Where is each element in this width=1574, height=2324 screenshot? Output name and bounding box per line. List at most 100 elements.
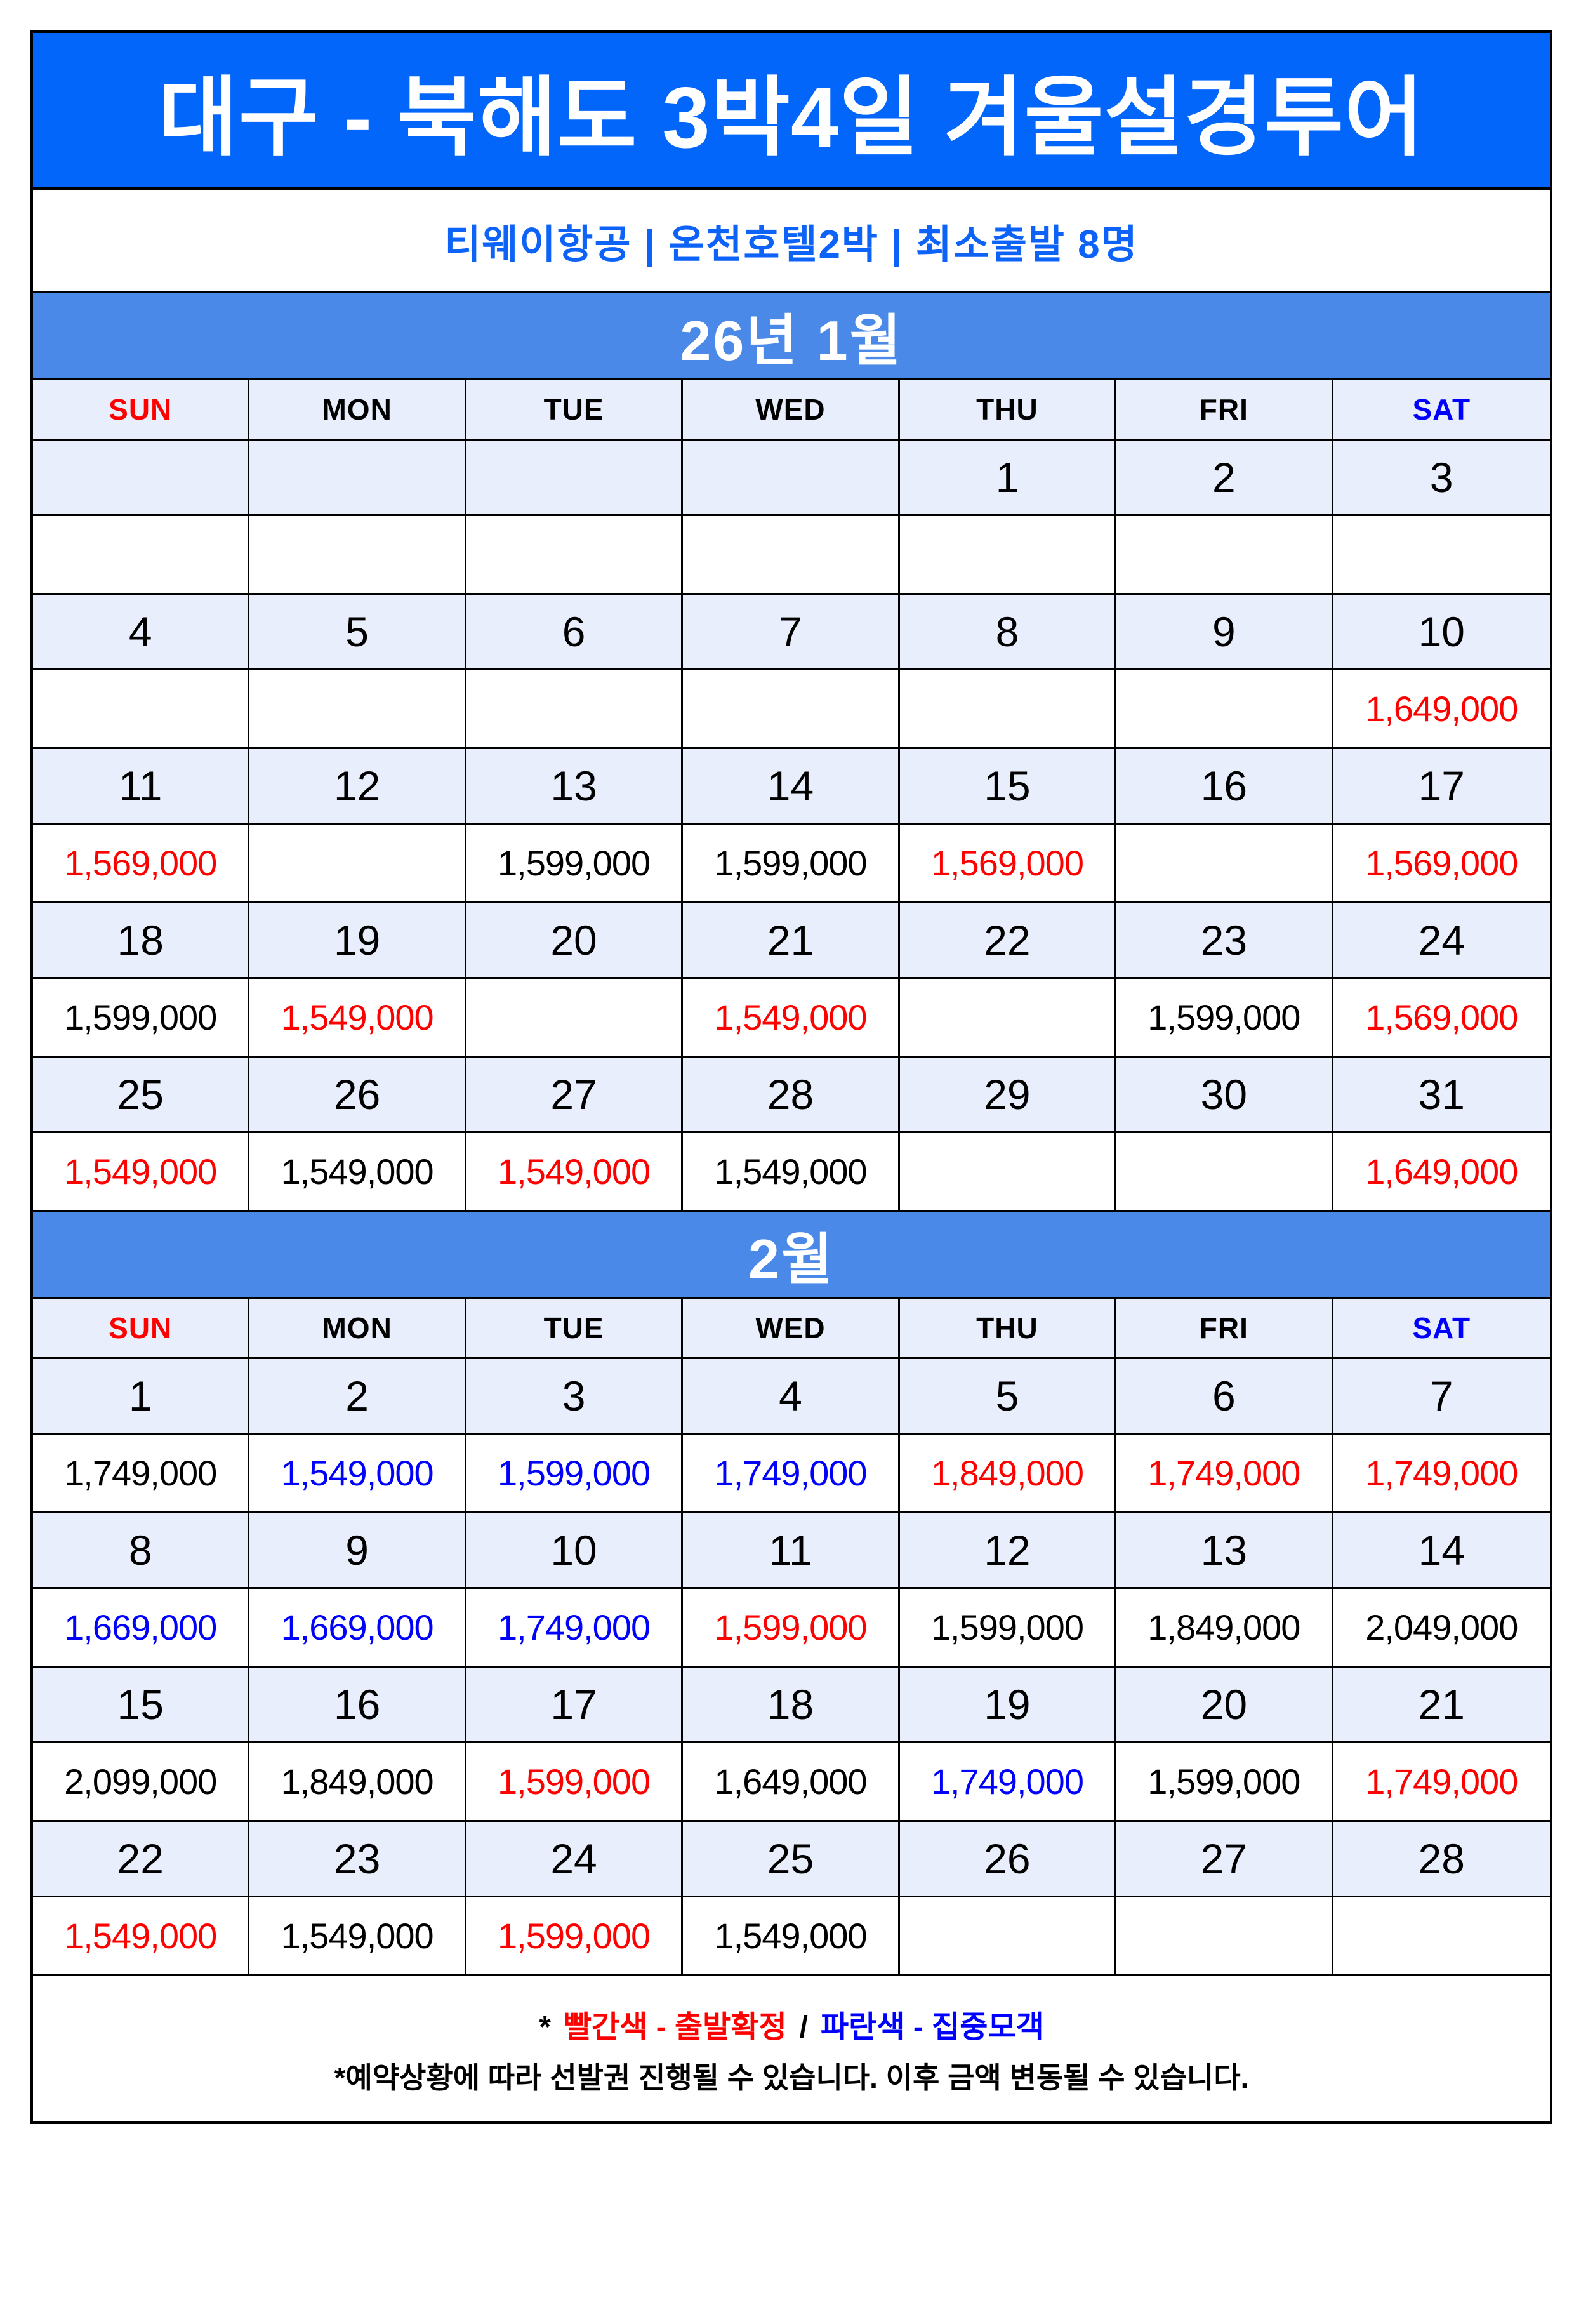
footer-notes: * 빨간색 - 출발확정 / 파란색 - 집중모객 *예약상황에 따라 선발권 …	[33, 1974, 1550, 2121]
legend-slash: /	[799, 2010, 809, 2044]
price-cell: 1,669,000	[33, 1589, 250, 1666]
price-cell: 1,849,000	[900, 1435, 1117, 1511]
week-dates-row: 22 23 24 25 26 27 28	[33, 1820, 1550, 1896]
price-cell: 1,669,000	[249, 1589, 466, 1666]
date-cell: 22	[33, 1822, 250, 1896]
date-cell: 7	[1429, 1372, 1453, 1419]
price-cell: 1,549,000	[466, 1133, 684, 1210]
price-cell: 1,599,000	[466, 1897, 684, 1974]
dow-fri: FRI	[1116, 1299, 1333, 1357]
dow-sat: SAT	[1412, 1311, 1471, 1345]
week-dates-row: 8 9 10 11 12 13 14	[33, 1511, 1550, 1587]
date-cell: 16	[249, 1668, 466, 1741]
price-cell: 1,599,000	[1116, 979, 1333, 1056]
title-banner: 대구 - 북해도 3박4일 겨울설경투어	[33, 33, 1550, 190]
date-cell: 23	[249, 1822, 466, 1896]
date-cell: 11	[33, 749, 250, 823]
price-cell: 2,099,000	[33, 1743, 250, 1820]
flyer-frame: 대구 - 북해도 3박4일 겨울설경투어 티웨이항공 | 온천호텔2박 | 최소…	[30, 30, 1552, 2124]
date-cell: 22	[900, 903, 1117, 977]
price-cell: 1,749,000	[466, 1589, 684, 1666]
dow-mon: MON	[249, 380, 466, 439]
date-cell: 2	[249, 1359, 466, 1433]
week-prices-row: 1,549,000 1,549,000 1,599,000 1,549,000	[33, 1896, 1550, 1974]
subtitle-banner: 티웨이항공 | 온천호텔2박 | 최소출발 8명	[33, 190, 1550, 291]
date-cell: 7	[683, 595, 900, 668]
legend-blue-label: 파란색 - 집중모객	[821, 2010, 1044, 2044]
price-cell: 1,549,000	[33, 1133, 250, 1210]
date-cell: 23	[1116, 903, 1333, 977]
date-cell: 12	[900, 1513, 1117, 1587]
price-cell: 1,749,000	[33, 1435, 250, 1511]
date-cell: 1	[900, 441, 1117, 514]
week-prices-row	[33, 514, 1550, 593]
date-cell: 1	[33, 1359, 250, 1433]
dow-wed: WED	[683, 380, 900, 439]
day-of-week-row: SUN MON TUE WED THU FRI SAT	[33, 1299, 1550, 1357]
price-cell: 1,599,000	[1116, 1743, 1333, 1820]
price-cell	[900, 670, 1117, 747]
date-cell: 4	[683, 1359, 900, 1433]
week-dates-row: 11 12 13 14 15 16 17	[33, 747, 1550, 823]
price-cell	[249, 825, 466, 901]
price-cell: 1,849,000	[1116, 1589, 1333, 1666]
page-title: 대구 - 북해도 3박4일 겨울설경투어	[158, 69, 1425, 166]
legend-star: *	[539, 2010, 551, 2044]
price-cell: 1,649,000	[683, 1743, 900, 1820]
price-cell	[1116, 516, 1333, 593]
legend-red-label: 빨간색 - 출발확정	[563, 2010, 787, 2044]
date-cell: 25	[683, 1822, 900, 1896]
date-cell: 9	[249, 1513, 466, 1587]
price-cell: 1,569,000	[33, 825, 250, 901]
date-cell: 26	[900, 1822, 1117, 1896]
week-prices-row: 1,669,000 1,669,000 1,749,000 1,599,000 …	[33, 1587, 1550, 1666]
price-cell	[1116, 1897, 1333, 1974]
price-cell: 1,599,000	[33, 979, 250, 1056]
price-cell	[1333, 1897, 1550, 1974]
price-cell	[900, 979, 1117, 1056]
date-cell: 14	[1418, 1527, 1465, 1574]
date-cell: 28	[1418, 1835, 1465, 1882]
date-cell: 6	[466, 595, 684, 668]
date-cell: 10	[466, 1513, 684, 1587]
date-cell: 25	[33, 1058, 250, 1131]
price-cell: 1,749,000	[900, 1743, 1117, 1820]
week-prices-row: 1,649,000	[33, 668, 1550, 747]
date-cell: 13	[1116, 1513, 1333, 1587]
month-title: 26년 1월	[680, 309, 903, 372]
price-cell	[1116, 670, 1333, 747]
price-cell: 1,749,000	[683, 1435, 900, 1511]
month-title: 2월	[748, 1227, 835, 1291]
date-cell: 15	[33, 1668, 250, 1741]
price-cell: 1,569,000	[900, 825, 1117, 901]
dow-wed: WED	[683, 1299, 900, 1357]
date-cell: 5	[249, 595, 466, 668]
subtitle-text: 티웨이항공 | 온천호텔2박 | 최소출발 8명	[444, 223, 1139, 267]
dow-thu: THU	[900, 1299, 1117, 1357]
price-cell	[33, 670, 250, 747]
price-cell	[1116, 825, 1333, 901]
date-cell: 19	[900, 1668, 1117, 1741]
price-cell	[900, 1133, 1117, 1210]
price-cell	[683, 516, 900, 593]
date-cell: 20	[466, 903, 684, 977]
reservation-note: *예약상황에 따라 선발권 진행될 수 있습니다. 이후 금액 변동될 수 있습…	[334, 2061, 1249, 2094]
price-cell: 1,649,000	[1365, 689, 1518, 729]
date-cell: 18	[33, 903, 250, 977]
week-dates-row: 25 26 27 28 29 30 31	[33, 1056, 1550, 1131]
date-cell: 20	[1116, 1668, 1333, 1741]
date-cell: 8	[900, 595, 1117, 668]
week-prices-row: 1,549,000 1,549,000 1,549,000 1,549,000 …	[33, 1131, 1550, 1210]
dow-sun: SUN	[33, 1299, 250, 1357]
date-cell: 27	[1116, 1822, 1333, 1896]
dow-tue: TUE	[466, 1299, 684, 1357]
month-header-february: 2월	[33, 1210, 1550, 1299]
dow-fri: FRI	[1116, 380, 1333, 439]
price-cell: 1,549,000	[249, 1897, 466, 1974]
date-cell: 11	[683, 1513, 900, 1587]
price-cell	[249, 516, 466, 593]
date-cell: 24	[1418, 917, 1465, 964]
price-cell: 1,549,000	[249, 1133, 466, 1210]
dow-mon: MON	[249, 1299, 466, 1357]
date-cell: 29	[900, 1058, 1117, 1131]
